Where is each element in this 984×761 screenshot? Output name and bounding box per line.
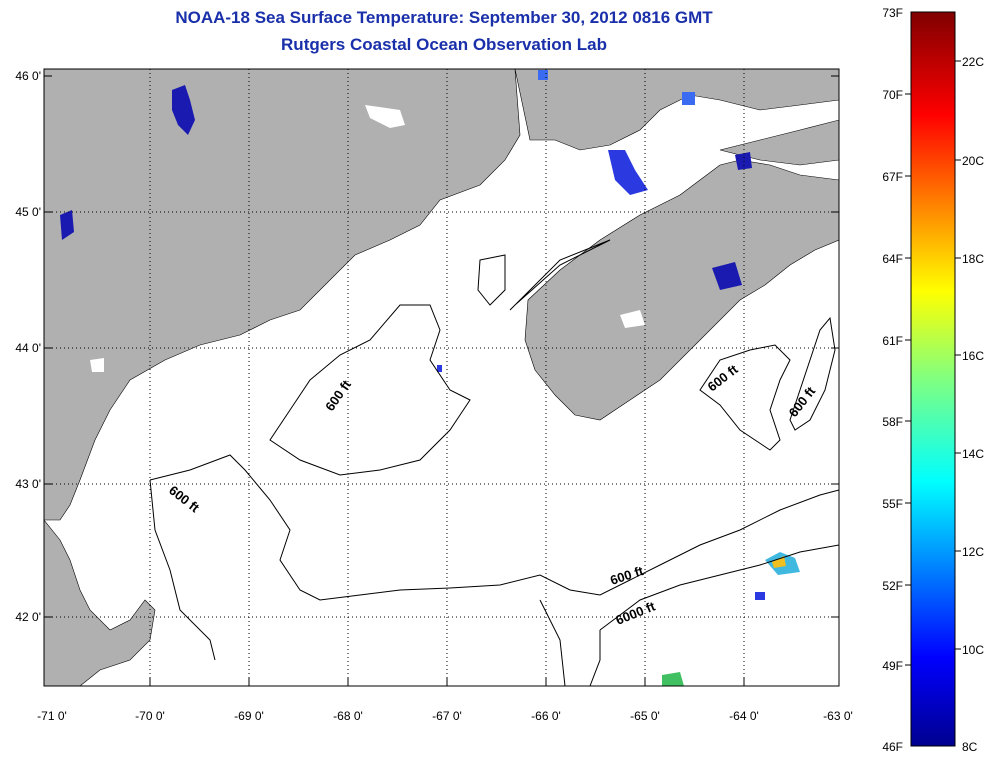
contour-600ft: [269, 304, 471, 476]
title-line-2: Rutgers Coastal Ocean Observation Lab: [281, 35, 607, 54]
contour-600ft: [789, 316, 836, 431]
colorbar-c-label: 22C: [962, 55, 984, 69]
contour-600ft: [149, 479, 216, 661]
contour-600ft: [509, 239, 611, 311]
sst-patch: [682, 92, 695, 105]
contour-600ft: [149, 454, 839, 601]
map-content: 600 ft 600 ft 600 ft 600 ft 600 ft 6000 …: [44, 69, 839, 686]
lat-label: 45 0': [15, 205, 41, 219]
sst-patch: [608, 150, 648, 195]
lon-label: -69 0': [234, 709, 264, 723]
colorbar-c-label: 8C: [962, 740, 978, 754]
lat-label: 44 0': [15, 341, 41, 355]
colorbar-c-label: 12C: [962, 545, 984, 559]
sst-patch: [172, 85, 195, 135]
colorbar-ticks: [905, 60, 961, 666]
land-cape-cod: [44, 519, 156, 686]
contour-6000ft: [539, 599, 566, 686]
colorbar-f-label: 52F: [882, 579, 903, 593]
lat-label: 43 0': [15, 477, 41, 491]
lon-label: -65 0': [630, 709, 660, 723]
title-line-1: NOAA-18 Sea Surface Temperature: Septemb…: [175, 8, 713, 27]
colorbar-c-label: 10C: [962, 643, 984, 657]
colorbar-f-label: 73F: [882, 6, 903, 20]
sst-patch: [772, 556, 786, 568]
lake: [365, 105, 405, 128]
colorbar-f-label: 46F: [882, 740, 903, 754]
lake: [620, 310, 645, 328]
contour-6000ft: [589, 630, 601, 686]
lat-label: 46 0': [15, 69, 41, 83]
contour-600ft: [477, 254, 506, 306]
colorbar-f-label: 61F: [882, 334, 903, 348]
colorbar-f-label: 58F: [882, 415, 903, 429]
sst-patch: [60, 210, 74, 240]
contour-600ft: [699, 344, 791, 451]
sst-patch: [755, 592, 765, 600]
colorbar: [910, 11, 956, 747]
graticule: [44, 69, 839, 686]
lat-label: 42 0': [15, 610, 41, 624]
lon-label: -66 0': [531, 709, 561, 723]
colorbar-f-label: 64F: [882, 252, 903, 266]
lon-label: -67 0': [432, 709, 462, 723]
colorbar-f-label: 55F: [882, 497, 903, 511]
lon-label: -68 0': [333, 709, 363, 723]
colorbar-f-label: 49F: [882, 659, 903, 673]
colorbar-c-label: 20C: [962, 154, 984, 168]
land-nova-scotia: [524, 159, 839, 421]
lon-label: -71 0': [37, 709, 67, 723]
colorbar-c-label: 14C: [962, 447, 984, 461]
lake: [525, 150, 545, 170]
contour-6000ft: [599, 544, 839, 631]
lake: [90, 358, 104, 372]
axis-ticks: [44, 75, 839, 686]
sst-patch: [712, 262, 742, 290]
sst-patch: [437, 365, 442, 372]
colorbar-f-label: 70F: [882, 88, 903, 102]
lon-label: -70 0': [135, 709, 165, 723]
map-border: [43, 68, 840, 687]
land-new-brunswick: [514, 69, 839, 151]
lon-label: -64 0': [729, 709, 759, 723]
land-mainland: [44, 69, 521, 521]
colorbar-f-label: 67F: [882, 170, 903, 184]
lon-label: -63 0': [823, 709, 853, 723]
colorbar-c-label: 16C: [962, 349, 984, 363]
sst-patch: [662, 672, 684, 686]
sst-patch: [538, 70, 548, 80]
colorbar-c-label: 18C: [962, 252, 984, 266]
